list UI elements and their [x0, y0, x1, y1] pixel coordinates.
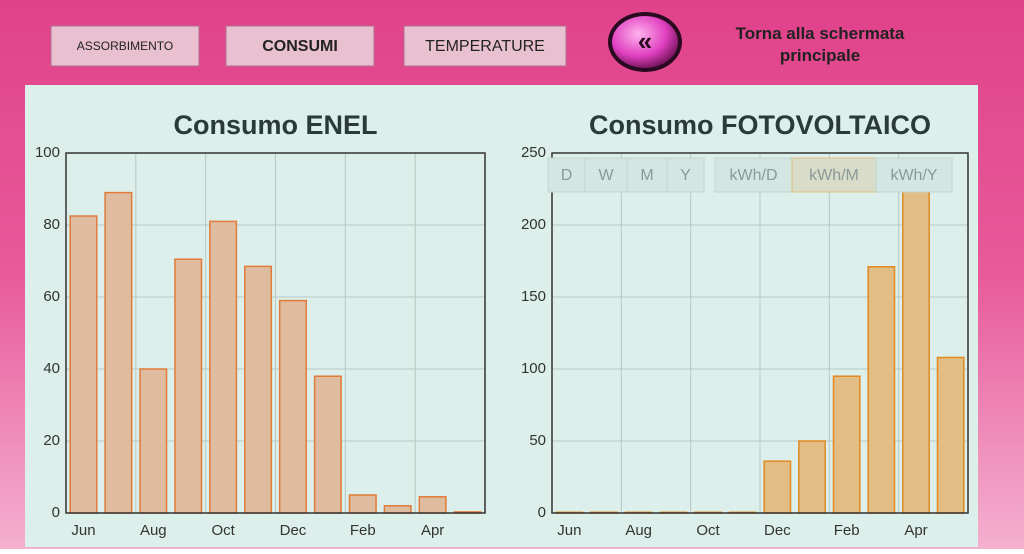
y-tick-label: 80 [43, 216, 60, 233]
unit-label: kWh/Y [890, 167, 937, 184]
chart-title: Consumo ENEL [173, 110, 377, 140]
period-label: M [640, 167, 653, 184]
period-button[interactable] [666, 157, 705, 193]
back-label[interactable]: Torna alla schermata principale [736, 24, 905, 65]
x-tick-label: Jun [71, 522, 95, 539]
x-tick-label: Dec [764, 522, 791, 539]
bar [348, 494, 377, 514]
bar [798, 440, 826, 514]
bar [867, 266, 896, 514]
nav-button-label: ASSORBIMENTO [77, 39, 173, 53]
y-tick-label: 0 [52, 504, 60, 521]
back-icon: « [638, 26, 652, 56]
nav-button[interactable] [225, 25, 375, 67]
y-tick-label: 0 [538, 504, 546, 521]
y-tick-label: 100 [35, 144, 60, 161]
bar [174, 258, 203, 514]
bar [244, 265, 273, 514]
y-tick-label: 250 [521, 144, 546, 161]
x-tick-label: Apr [904, 522, 927, 539]
period-label: D [561, 167, 573, 184]
unit-label: kWh/M [809, 167, 859, 184]
x-tick-label: Apr [421, 522, 444, 539]
unit-button[interactable] [875, 157, 953, 193]
x-tick-label: Jun [557, 522, 581, 539]
period-button[interactable] [584, 157, 628, 193]
bar [383, 505, 412, 514]
period-label: Y [680, 167, 691, 184]
y-tick-label: 60 [43, 288, 60, 305]
x-tick-label: Feb [834, 522, 860, 539]
bar [69, 215, 98, 514]
chart-title: Consumo FOTOVOLTAICO [589, 110, 931, 140]
y-tick-label: 20 [43, 432, 60, 449]
period-label: W [598, 167, 614, 184]
y-tick-label: 50 [529, 432, 546, 449]
x-tick-label: Aug [140, 522, 167, 539]
bar [313, 375, 342, 514]
x-tick-label: Dec [280, 522, 307, 539]
bar [418, 496, 447, 514]
x-tick-label: Feb [350, 522, 376, 539]
bar [209, 220, 238, 514]
y-tick-label: 150 [521, 288, 546, 305]
back-label-line: Torna alla schermata [736, 24, 905, 43]
nav-button[interactable] [50, 25, 200, 67]
unit-button[interactable] [714, 157, 793, 193]
bar [902, 186, 930, 514]
bar [763, 460, 792, 514]
nav-button[interactable] [403, 25, 567, 67]
period-button[interactable] [626, 157, 668, 193]
x-tick-label: Aug [625, 522, 652, 539]
bar [832, 375, 861, 514]
unit-button[interactable] [791, 157, 877, 193]
y-tick-label: 40 [43, 360, 60, 377]
x-tick-label: Oct [211, 522, 235, 539]
x-tick-label: Oct [696, 522, 720, 539]
plot-frame [65, 152, 486, 514]
bar [936, 356, 965, 514]
y-tick-label: 100 [521, 360, 546, 377]
back-orb [612, 16, 678, 68]
nav-button-label: CONSUMI [262, 38, 338, 55]
period-button[interactable] [547, 157, 586, 193]
plot-frame [551, 152, 969, 514]
back-label-line: principale [780, 46, 860, 65]
bar [278, 299, 307, 514]
bar [139, 368, 168, 514]
y-tick-label: 200 [521, 216, 546, 233]
bar [104, 191, 133, 514]
unit-label: kWh/D [730, 167, 778, 184]
nav-button-label: TEMPERATURE [425, 38, 545, 55]
